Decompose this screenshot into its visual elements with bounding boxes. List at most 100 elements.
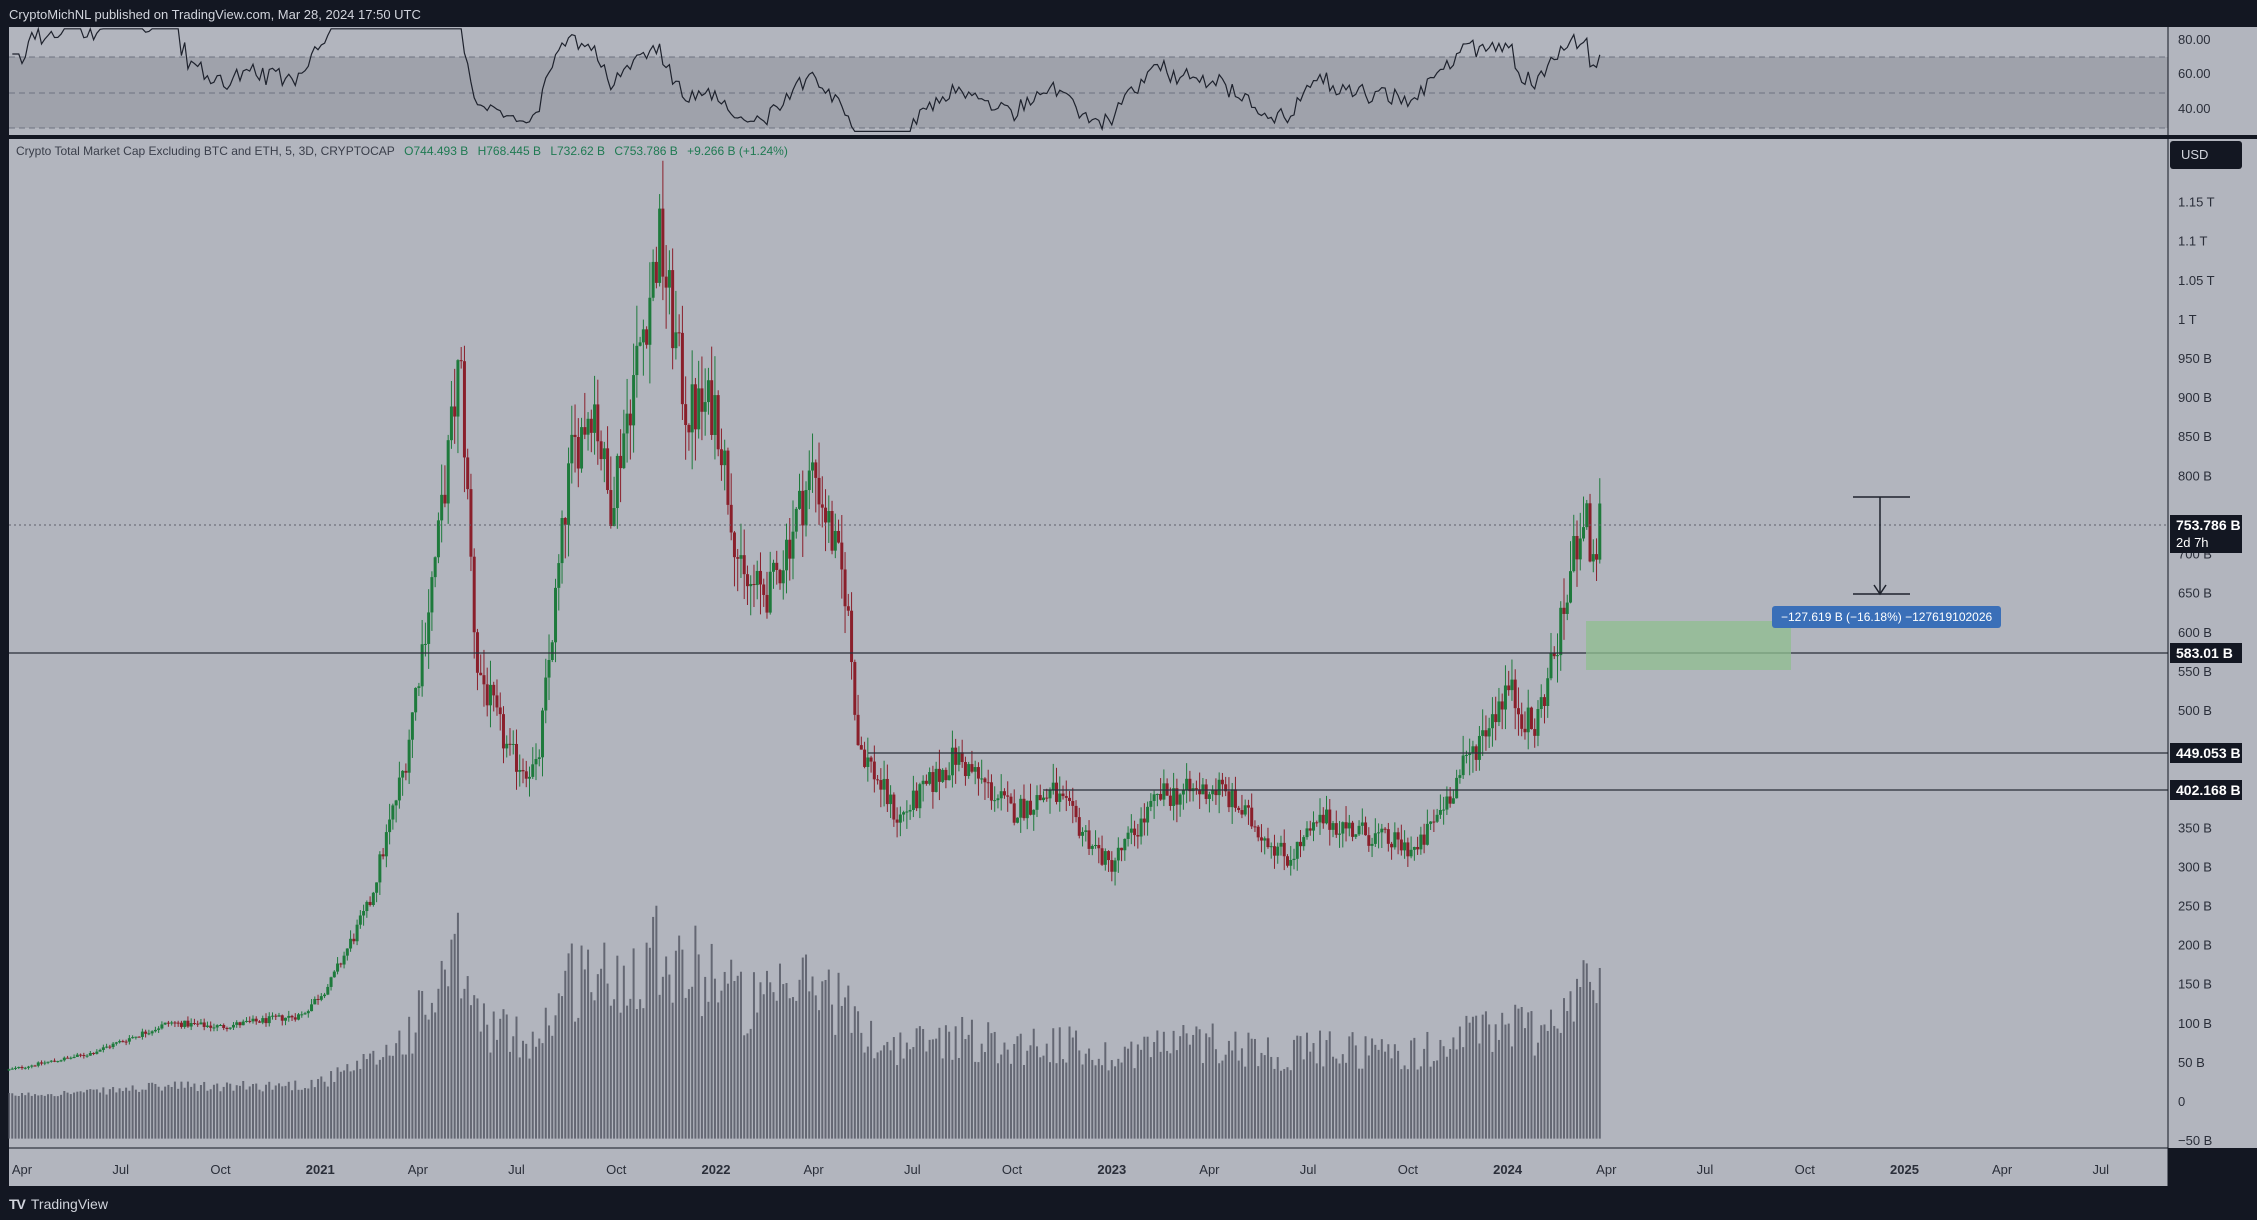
volume-bar [756,1012,759,1139]
time-tick: Apr [12,1162,33,1177]
volume-bar [248,1086,251,1139]
volume-bar [896,1065,899,1139]
volume-bar [310,1079,313,1139]
candle-body [628,413,632,426]
volume-bar [219,1091,222,1139]
volume-bar [915,1028,918,1139]
candle-body [251,1018,255,1022]
candle-body [1442,809,1446,811]
candle-body [1058,793,1062,802]
candle-body [501,714,505,749]
candle-body [235,1022,239,1025]
candle-body [993,800,997,802]
candle-body [710,380,714,435]
candle-body [719,449,723,466]
candle-body [1513,679,1517,709]
candle-body [1542,697,1546,706]
volume-bar [349,1071,352,1139]
volume-bar [700,1016,703,1139]
candle-body [179,1022,183,1027]
volume-bar [1371,1038,1374,1139]
volume-bar [1253,1038,1256,1139]
candle-body [641,329,645,343]
volume-bar [733,981,736,1139]
currency-button[interactable]: USD [2170,141,2242,169]
price-tick: 600 B [2178,625,2212,640]
time-axis[interactable] [9,1148,2168,1186]
volume-bar [21,1093,24,1139]
candle-body [456,360,460,417]
candle-body [1403,842,1407,851]
volume-bar [1384,1051,1387,1139]
candle-body [889,794,893,805]
volume-bar [1279,1070,1282,1139]
volume-bar [1214,1049,1217,1139]
volume-bar [1566,1011,1569,1139]
candle-body [528,776,532,779]
volume-bar [50,1094,53,1139]
candle-body [1220,779,1224,785]
candle-body [498,707,502,715]
price-pane[interactable] [9,139,2168,1148]
candle-body [1038,795,1042,801]
volume-bar [1244,1066,1247,1139]
candle-body [1552,652,1556,657]
candle-body [1555,655,1559,657]
candle-body [1233,789,1237,808]
volume-bar [1175,1050,1178,1139]
candle-body [202,1022,206,1027]
candle-body [453,406,457,417]
volume-bar [658,994,661,1139]
candle-body [326,986,330,995]
volume-bar [180,1081,183,1139]
volume-bar [1354,1045,1357,1139]
candle-body [62,1057,66,1061]
volume-bar [632,948,635,1139]
volume-bar [242,1080,245,1139]
volume-bar [1000,1054,1003,1139]
price-tick: 150 B [2178,977,2212,992]
volume-bar [1367,1055,1370,1139]
volume-bar [622,965,625,1139]
candle-body [1100,848,1104,865]
candle-body [632,375,636,426]
volume-bar [1234,1031,1237,1139]
volume-bar [320,1076,323,1139]
target-zone[interactable] [1586,621,1791,670]
time-tick: Jul [112,1162,129,1177]
volume-bar [24,1095,27,1139]
candle-body [941,769,945,782]
candle-body [290,1015,294,1018]
volume-bar [918,1026,921,1139]
volume-bar [1322,1066,1325,1139]
volume-bars [8,905,1601,1139]
volume-bar [1442,1046,1445,1139]
volume-bar [1432,1061,1435,1139]
volume-bar [1006,1049,1009,1139]
candle-body [1155,793,1159,795]
tradingview-logo[interactable]: TV TradingView [9,1196,108,1212]
volume-bar [1504,1024,1507,1139]
candle-body [310,1004,314,1012]
candle-body [1334,823,1338,835]
rsi-axis [2168,27,2257,135]
candle-body [82,1055,86,1057]
volume-bar [834,1034,837,1139]
candle-body [928,772,932,784]
volume-bar [596,974,599,1139]
candle-body [749,583,753,587]
candle-body [1263,838,1267,841]
volume-bar [222,1086,225,1139]
candle-body [7,1069,11,1071]
legend-change: +9.266 B (+1.24%) [687,144,788,158]
candle-body [414,687,418,713]
volume-bar [343,1070,346,1139]
candle-body [1578,538,1582,560]
volume-bar [1520,1007,1523,1139]
volume-bar [1309,1051,1312,1139]
volume-bar [528,1058,531,1139]
volume-bar [1517,1008,1520,1139]
candle-body [127,1038,131,1042]
candle-body [1575,536,1579,560]
